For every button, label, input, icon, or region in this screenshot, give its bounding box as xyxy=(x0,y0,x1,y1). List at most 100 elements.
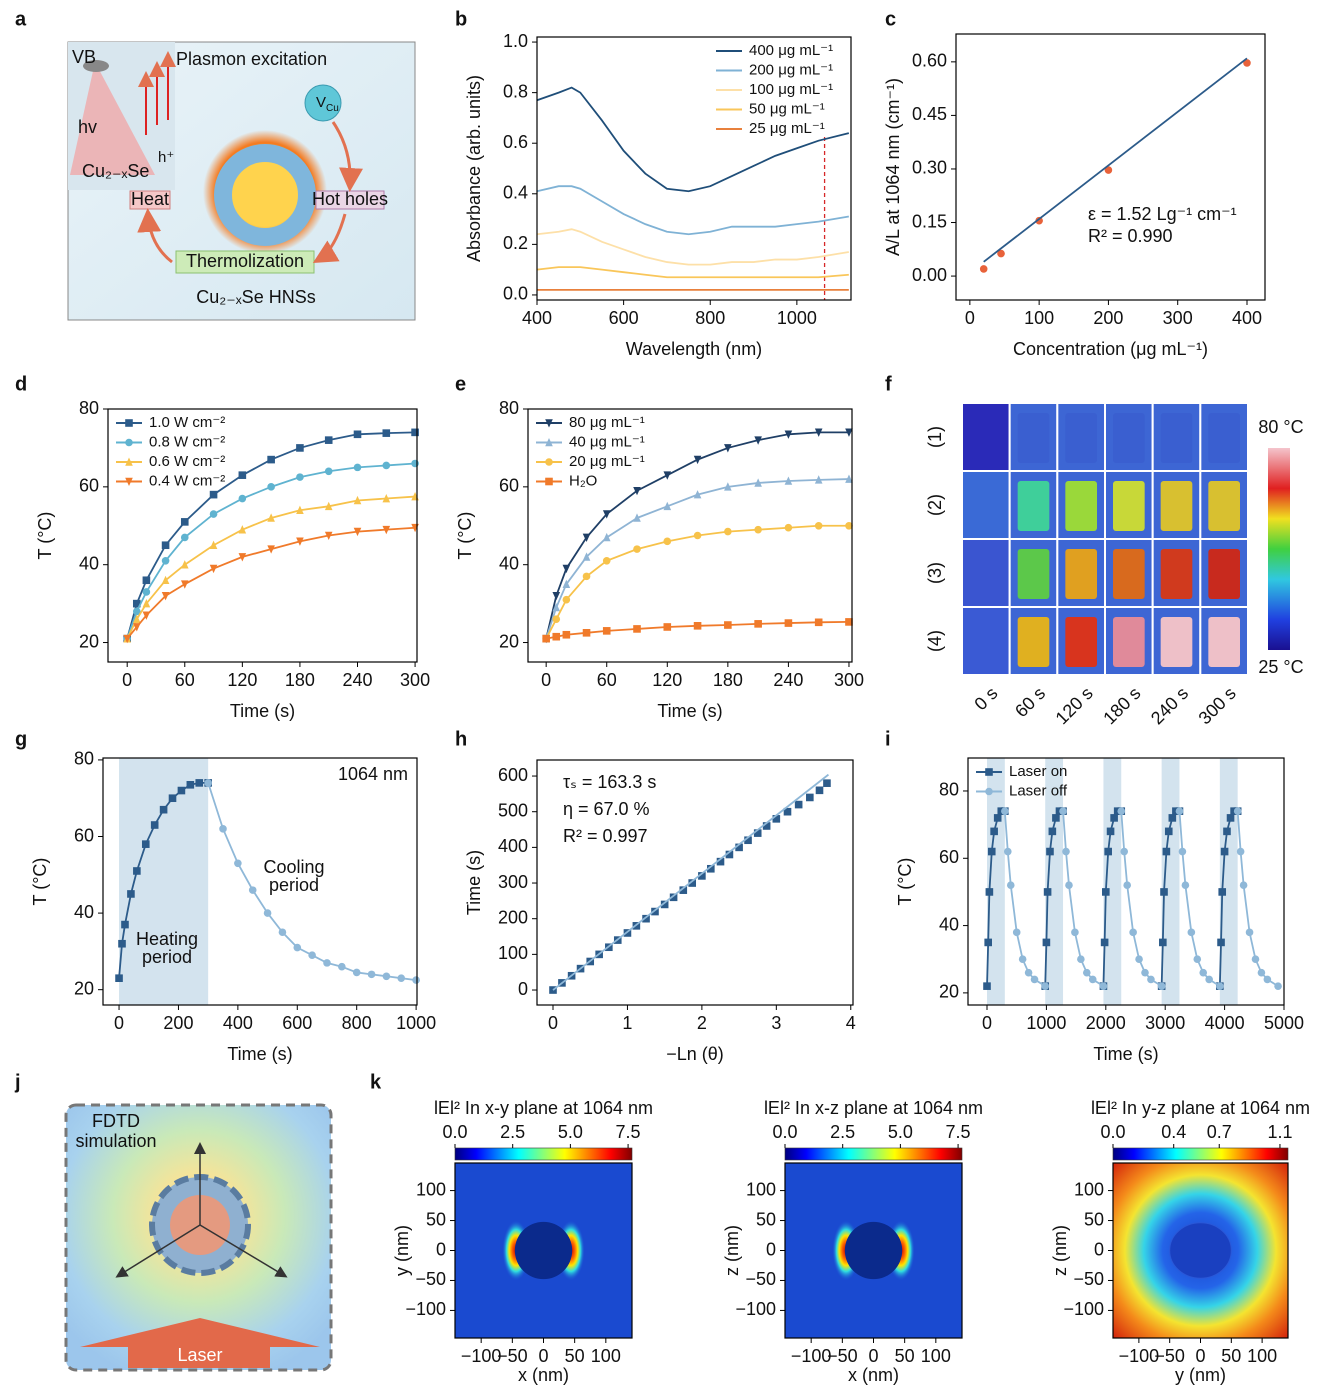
y-axis-label: z (nm) xyxy=(1050,1225,1070,1276)
legend-label: 80 μg mL⁻¹ xyxy=(569,414,645,431)
x-tick-label: 1 xyxy=(622,1013,632,1033)
data-point xyxy=(1007,881,1015,889)
data-point xyxy=(563,631,571,639)
annotation: ε = 1.52 Lg⁻¹ cm⁻¹ xyxy=(1088,204,1237,224)
y-tick-label: 20 xyxy=(499,631,519,651)
y-tick-label: 20 xyxy=(79,631,99,651)
data-point xyxy=(178,787,186,795)
y-tick-label: 1.0 xyxy=(503,31,528,51)
x-tick-label: 200 xyxy=(163,1013,193,1033)
data-point xyxy=(323,959,331,967)
annotation: period xyxy=(269,875,319,895)
data-point xyxy=(1199,969,1207,977)
panel-a: a VB hv Cu₂₋ₓSe h⁺ Plasmon excitation VC… xyxy=(15,8,415,320)
y-axis-label: T (°C) xyxy=(455,512,475,560)
data-point xyxy=(1071,929,1079,937)
x-tick-label: 0 xyxy=(982,1013,992,1033)
legend-label: 40 μg mL⁻¹ xyxy=(569,433,645,450)
y-tick-label: 60 xyxy=(79,476,99,496)
legend-marker xyxy=(985,768,993,776)
panel-letter: h xyxy=(455,728,467,750)
y-tick-label: 0 xyxy=(766,1239,776,1259)
data-point xyxy=(382,462,390,470)
data-point xyxy=(162,557,170,565)
data-point xyxy=(142,840,150,848)
thermal-sample xyxy=(1161,413,1193,463)
data-point xyxy=(552,615,560,623)
x-tick-label: 300 xyxy=(400,670,430,690)
y-tick-label: 40 xyxy=(79,553,99,573)
legend-marker xyxy=(545,478,553,486)
x-tick-label: 4 xyxy=(846,1013,856,1033)
data-point xyxy=(127,890,135,898)
row-label: (2) xyxy=(925,494,945,516)
legend-label: 20 μg mL⁻¹ xyxy=(569,453,645,470)
data-point xyxy=(383,972,391,980)
data-point xyxy=(1237,848,1245,856)
x-tick-label: 5000 xyxy=(1264,1013,1304,1033)
data-point xyxy=(1274,982,1282,990)
y-tick-label: 80 xyxy=(74,749,94,769)
heatmap-title: lEl² In x-z plane at 1064 nm xyxy=(764,1098,983,1118)
panel-letter: e xyxy=(455,373,466,395)
data-point xyxy=(986,888,994,896)
annotation: period xyxy=(142,947,192,967)
y-tick-label: −100 xyxy=(405,1299,446,1319)
data-point xyxy=(583,573,591,581)
x-tick-label: 0 xyxy=(122,670,132,690)
data-point xyxy=(1165,828,1173,836)
row-label: (4) xyxy=(925,630,945,652)
y-tick-label: 40 xyxy=(939,914,959,934)
data-point xyxy=(633,545,641,553)
data-point xyxy=(181,580,189,588)
data-point xyxy=(162,541,170,549)
thermal-cell xyxy=(962,403,1010,471)
data-point xyxy=(151,821,159,829)
data-point xyxy=(663,538,671,546)
x-tick-label: 100 xyxy=(1247,1346,1277,1366)
y-axis-label: Time (s) xyxy=(464,850,484,915)
x-tick-label: −50 xyxy=(1154,1346,1185,1366)
heatmap-title: lEl² In y-z plane at 1064 nm xyxy=(1091,1098,1310,1118)
data-point xyxy=(994,814,1002,822)
x-tick-label: 400 xyxy=(1232,308,1262,328)
x-axis-label: Time (s) xyxy=(1093,1044,1158,1064)
colorbar-tick-label: 2.5 xyxy=(830,1122,855,1142)
thermal-sample xyxy=(1065,549,1097,599)
y-tick-label: 40 xyxy=(499,553,519,573)
data-point xyxy=(1163,848,1171,856)
data-point xyxy=(210,510,218,518)
data-point xyxy=(988,848,996,856)
x-tick-label: 300 xyxy=(1163,308,1193,328)
thermal-sample xyxy=(1208,481,1240,531)
data-point xyxy=(583,629,591,637)
data-point xyxy=(338,963,346,971)
x-tick-label: −100 xyxy=(1119,1346,1160,1366)
y-tick-label: 0.2 xyxy=(503,233,528,253)
x-tick-label: 50 xyxy=(895,1346,915,1366)
y-tick-label: 60 xyxy=(939,847,959,867)
thermal-sample xyxy=(1161,481,1193,531)
data-point xyxy=(603,557,611,565)
panel-letter: i xyxy=(885,728,891,750)
label: Thermolization xyxy=(186,251,304,271)
data-point xyxy=(1013,929,1021,937)
data-point xyxy=(411,429,419,437)
y-tick-label: −50 xyxy=(1073,1269,1104,1289)
data-point xyxy=(542,635,550,643)
x-axis-label: Time (s) xyxy=(657,701,722,721)
legend-marker xyxy=(125,439,133,447)
thermal-cell xyxy=(962,471,1010,539)
column-label: 300 s xyxy=(1195,683,1240,728)
colorbar-tick-label: 0.7 xyxy=(1207,1122,1232,1142)
data-point xyxy=(603,533,611,541)
y-tick-label: −50 xyxy=(745,1269,776,1289)
y-tick-label: 0.0 xyxy=(503,284,528,304)
y-tick-label: 0 xyxy=(1094,1239,1104,1259)
label: FDTD xyxy=(92,1111,140,1131)
thermal-sample xyxy=(1018,617,1050,667)
colorbar-tick-label: 7.5 xyxy=(946,1122,971,1142)
data-point xyxy=(724,528,732,536)
data-point xyxy=(1223,828,1231,836)
legend-label: Laser on xyxy=(1009,763,1067,780)
